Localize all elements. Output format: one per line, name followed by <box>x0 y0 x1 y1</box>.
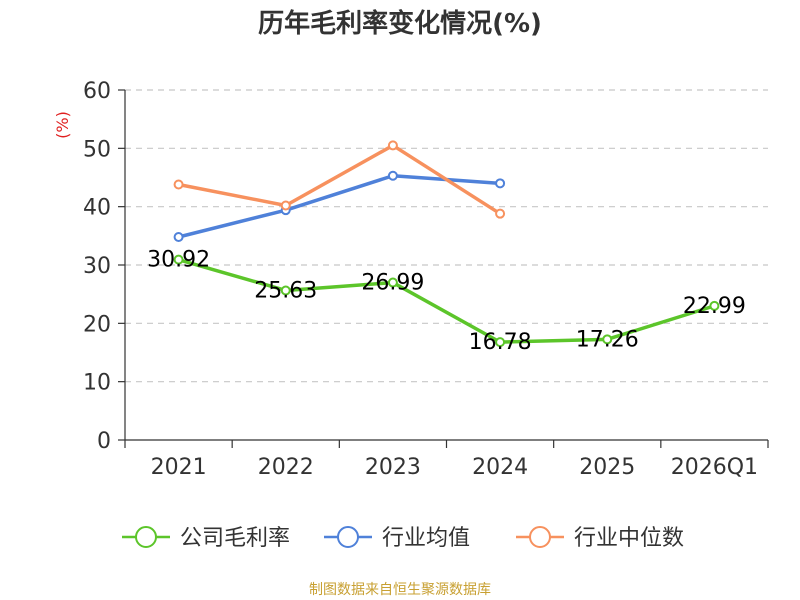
y-tick-label: 60 <box>83 79 111 104</box>
axes: 0 10 20 30 40 50 60 2021 2022 2023 2024 2025 2026Q1 <box>83 79 769 480</box>
y-tick-label: 0 <box>97 429 111 454</box>
y-tick-label: 50 <box>83 137 111 162</box>
x-tick-label: 2022 <box>258 455 314 480</box>
series-2 <box>173 140 506 219</box>
data-label: 26.99 <box>361 271 424 296</box>
y-tick-label: 10 <box>83 371 111 396</box>
legend-marker <box>529 526 551 548</box>
data-point <box>495 178 506 189</box>
x-tick-label: 2024 <box>472 455 528 480</box>
legend-item: 行业均值 <box>324 526 470 551</box>
data-point <box>495 337 506 348</box>
y-axis-label: (%) <box>53 111 72 139</box>
data-point <box>280 285 291 296</box>
data-point <box>173 179 184 190</box>
legend: 公司毛利率 行业均值 行业中位数 <box>122 526 684 551</box>
data-point <box>495 208 506 219</box>
data-labels: 30.92 25.63 26.99 16.78 17.26 22.99 <box>147 248 746 355</box>
series-layer <box>173 140 720 348</box>
legend-label: 公司毛利率 <box>180 526 290 551</box>
series-line <box>178 257 715 344</box>
data-label: 25.63 <box>254 278 317 303</box>
data-label: 17.26 <box>576 327 639 352</box>
data-point <box>387 170 398 181</box>
data-point <box>173 254 184 265</box>
y-tick-label: 30 <box>83 254 111 279</box>
data-point <box>387 277 398 288</box>
data-point <box>280 200 291 211</box>
chart-title: 历年毛利率变化情况(%) <box>258 8 542 39</box>
legend-marker <box>337 526 359 548</box>
x-tick-label: 2023 <box>365 455 421 480</box>
x-tick-label: 2021 <box>151 455 207 480</box>
data-label: 30.92 <box>147 248 210 273</box>
data-label: 16.78 <box>469 330 532 355</box>
data-label: 22.99 <box>683 294 746 319</box>
data-point <box>709 300 720 311</box>
series-line <box>178 143 502 216</box>
legend-item: 公司毛利率 <box>122 526 290 551</box>
series-0 <box>173 254 720 348</box>
data-point <box>387 140 398 151</box>
y-tick-label: 20 <box>83 312 111 337</box>
data-point <box>173 232 184 242</box>
legend-item: 行业中位数 <box>516 526 684 551</box>
legend-label: 行业中位数 <box>574 526 684 551</box>
source-note: 制图数据来自恒生聚源数据库 <box>309 582 491 598</box>
y-tick-label: 40 <box>83 196 111 221</box>
legend-marker <box>135 526 157 548</box>
grid <box>125 89 768 383</box>
data-point <box>602 334 613 345</box>
x-tick-label: 2026Q1 <box>671 455 758 480</box>
legend-label: 行业均值 <box>382 526 470 551</box>
x-tick-label: 2025 <box>579 455 635 480</box>
